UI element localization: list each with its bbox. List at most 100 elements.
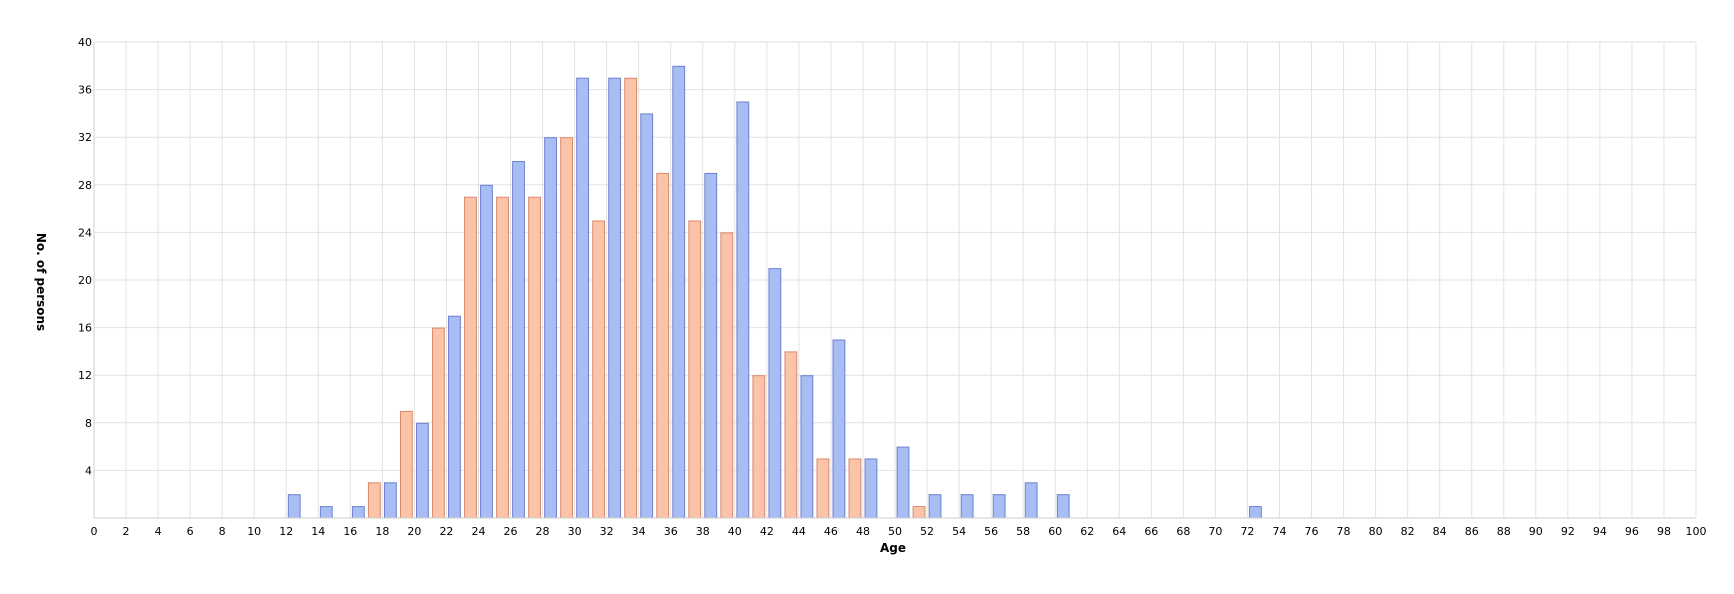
x-tick-label: 66	[1144, 525, 1158, 538]
bar-blue-6	[480, 184, 493, 519]
x-tick-label: 64	[1112, 525, 1126, 538]
bar-blue-9	[576, 77, 590, 519]
bar-orange-2	[432, 327, 445, 519]
axis-layer	[93, 42, 1696, 519]
x-tick-label: 56	[984, 525, 998, 538]
x-tick-label: 72	[1240, 525, 1254, 538]
x-tick-label: 86	[1465, 525, 1479, 538]
bar-blue-24	[1056, 494, 1070, 519]
bar-blue-15	[768, 268, 782, 519]
x-tick-label: 80	[1369, 525, 1383, 538]
bar-blue-22	[992, 494, 1006, 519]
x-tick-label: 90	[1529, 525, 1543, 538]
bar-blue-1	[319, 506, 333, 519]
x-tick-label: 46	[824, 525, 838, 538]
x-tick-label: 96	[1625, 525, 1639, 538]
x-tick-label: 54	[952, 525, 966, 538]
x-tick-label: 22	[439, 525, 453, 538]
bar-blue-10	[608, 77, 622, 519]
x-tick-label: 88	[1497, 525, 1511, 538]
x-tick-label: 10	[247, 525, 261, 538]
x-tick-label: 20	[407, 525, 421, 538]
y-tick-label: 36	[78, 84, 92, 97]
x-tick-label: 44	[792, 525, 806, 538]
bar-blue-25	[1249, 506, 1262, 519]
x-tick-label: 74	[1272, 525, 1286, 538]
bar-blue-20	[928, 494, 942, 519]
x-tick-label: 68	[1176, 525, 1190, 538]
bar-blue-19	[896, 446, 910, 519]
y-tick-label: 40	[78, 36, 92, 49]
bar-orange-0	[367, 482, 381, 519]
bar-blue-2	[351, 506, 365, 519]
bar-orange-1	[399, 410, 413, 519]
y-tick-label: 16	[78, 322, 92, 335]
bar-blue-4	[416, 422, 429, 519]
x-tick-label: 58	[1016, 525, 1030, 538]
bar-blue-16	[800, 375, 814, 519]
x-tick-label: 32	[600, 525, 614, 538]
x-tick-label: 94	[1593, 525, 1607, 538]
bar-orange-9	[656, 172, 670, 519]
grid-layer	[93, 41, 1697, 518]
bar-orange-11	[720, 232, 734, 519]
x-tick-label: 24	[471, 525, 485, 538]
bar-orange-15	[848, 458, 862, 519]
x-tick-label: 30	[568, 525, 582, 538]
y-tick-label: 28	[78, 179, 92, 192]
bar-blue-5	[448, 315, 461, 519]
x-tick-label: 38	[696, 525, 710, 538]
bar-blue-0	[287, 494, 301, 519]
bar-blue-11	[640, 113, 654, 519]
bar-blue-14	[736, 101, 750, 519]
x-tick-label: 76	[1305, 525, 1319, 538]
x-tick-label: 26	[504, 525, 518, 538]
x-tick-label: 34	[632, 525, 646, 538]
x-tick-label: 82	[1401, 525, 1415, 538]
bar-blue-12	[672, 65, 686, 519]
x-tick-label: 62	[1080, 525, 1094, 538]
x-tick-label: 40	[728, 525, 742, 538]
x-tick-label: 36	[664, 525, 678, 538]
y-axis-title: No. of persons	[34, 233, 48, 331]
bar-orange-10	[688, 220, 702, 519]
bar-orange-4	[496, 196, 509, 519]
x-tick-label: 50	[888, 525, 902, 538]
y-tick-label: 4	[85, 464, 92, 477]
x-tick-label: 6	[187, 525, 194, 538]
bar-blue-3	[383, 482, 397, 519]
bar-blue-8	[544, 137, 557, 519]
x-tick-label: 2	[123, 525, 130, 538]
x-tick-label: 28	[536, 525, 550, 538]
bar-orange-16	[912, 506, 926, 519]
x-tick-label: 78	[1337, 525, 1351, 538]
bar-orange-12	[752, 375, 766, 519]
x-tick-label: 48	[856, 525, 870, 538]
x-tick-label: 60	[1048, 525, 1062, 538]
x-tick-label: 100	[1686, 525, 1707, 538]
x-axis-title: Age	[880, 541, 906, 555]
bar-blue-17	[832, 339, 846, 519]
bar-orange-3	[464, 196, 477, 519]
labels-layer: 0 2 4 6 8 10 12 14 16 18 20 22 24 26 28 30 32 34 36 38 40 42 4…	[78, 36, 1707, 538]
x-tick-label: 12	[279, 525, 293, 538]
x-tick-label: 92	[1561, 525, 1575, 538]
x-tick-label: 16	[343, 525, 357, 538]
bar-orange-5	[528, 196, 541, 519]
bar-blue-13	[704, 172, 718, 519]
x-tick-label: 70	[1208, 525, 1222, 538]
bar-blue-23	[1024, 482, 1038, 519]
bar-orange-14	[816, 458, 830, 519]
x-tick-label: 14	[311, 525, 325, 538]
x-tick-label: 8	[219, 525, 226, 538]
y-tick-label: 12	[78, 369, 92, 382]
bar-orange-7	[592, 220, 606, 519]
bar-orange-13	[784, 351, 798, 519]
y-tick-label: 8	[85, 417, 92, 430]
y-tick-label: 32	[78, 131, 92, 144]
x-tick-label: 4	[155, 525, 162, 538]
x-tick-label: 42	[760, 525, 774, 538]
bar-blue-18	[864, 458, 878, 519]
bar-orange-8	[624, 77, 638, 519]
